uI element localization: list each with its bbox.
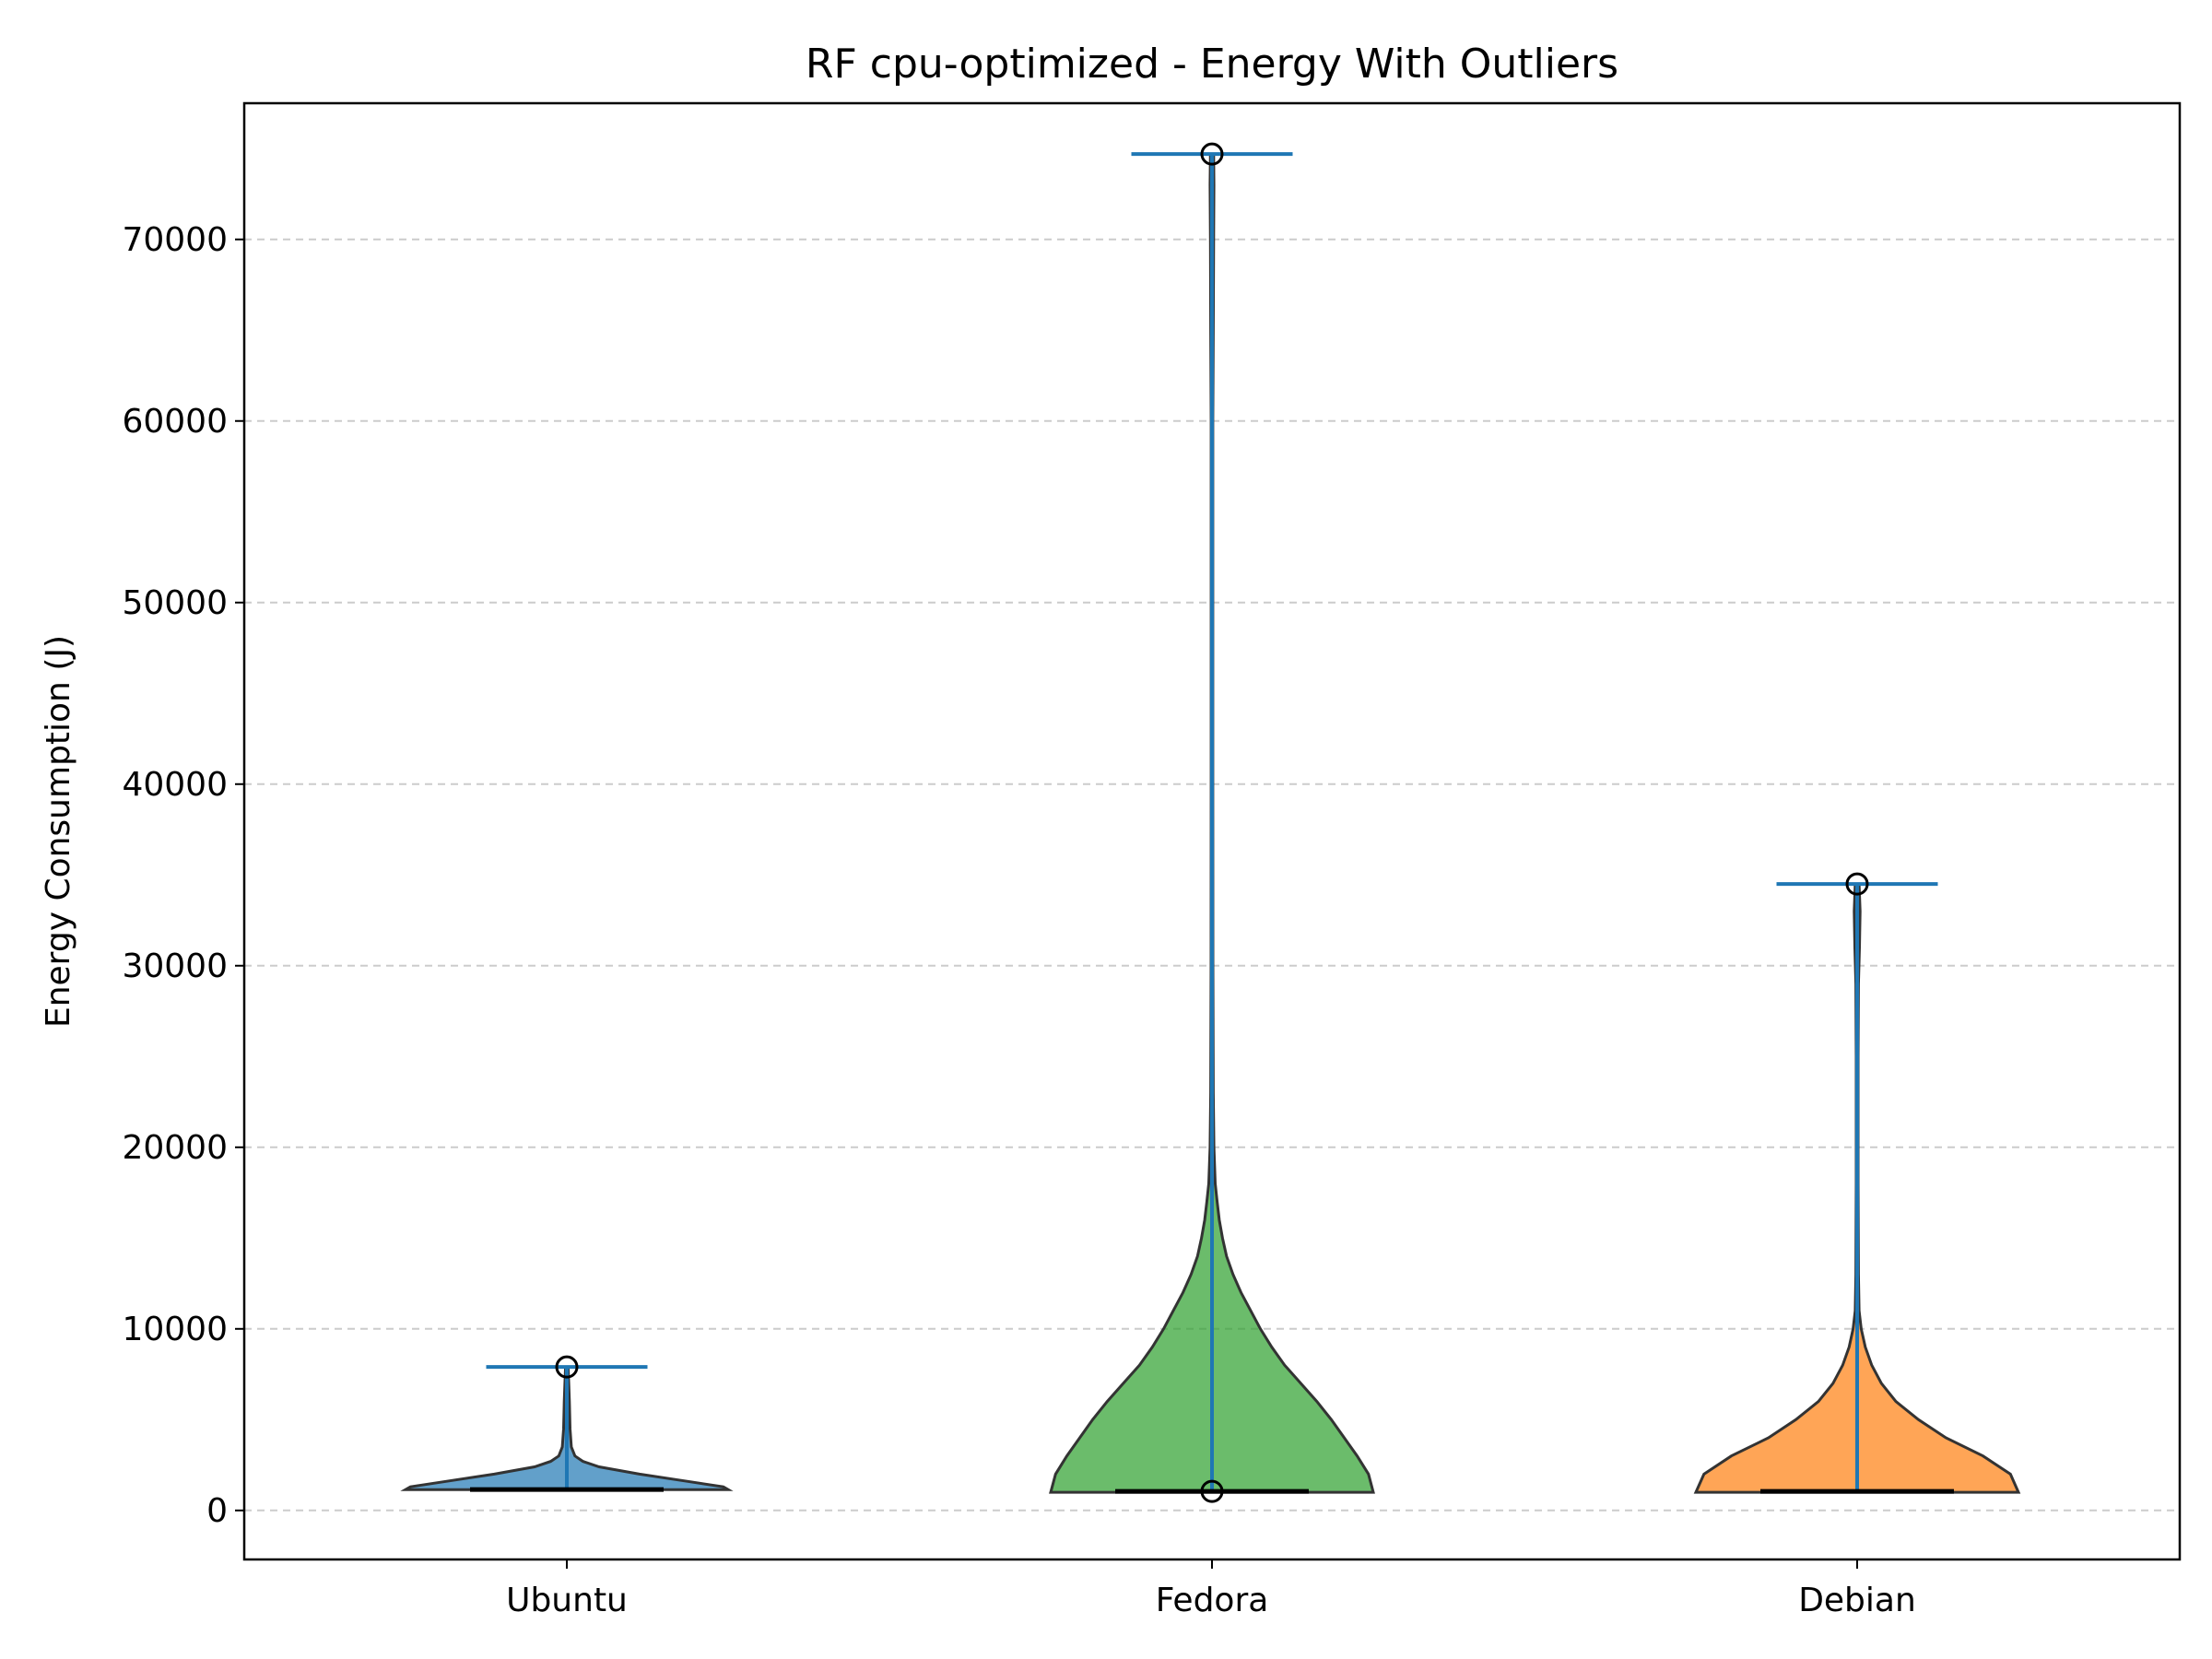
y-tick-label: 10000 [122, 1311, 228, 1348]
y-tick-label: 60000 [122, 403, 228, 441]
y-tick-label: 20000 [122, 1129, 228, 1167]
violin-statistics [470, 142, 1954, 1503]
x-tick-label: Fedora [1156, 1582, 1269, 1619]
y-tick-label: 50000 [122, 584, 228, 622]
y-tick-label: 0 [206, 1492, 228, 1530]
y-tick-label: 40000 [122, 766, 228, 804]
outlier-point [1200, 142, 1224, 166]
y-tick-label: 30000 [122, 947, 228, 985]
axes: 0 10000 20000 30000 40000 50000 60000 70000 Ubun… [122, 221, 1915, 1619]
x-tick-label: Debian [1798, 1582, 1916, 1619]
y-tick-label: 70000 [122, 221, 228, 259]
outlier-point [555, 1355, 579, 1379]
chart-title: RF cpu-optimized - Energy With Outliers [806, 41, 1618, 88]
outlier-point [1200, 1479, 1224, 1503]
outlier-point [1845, 872, 1869, 896]
x-tick-label: Ubuntu [506, 1582, 628, 1619]
y-axis-label: Energy Consumption (J) [40, 635, 77, 1028]
